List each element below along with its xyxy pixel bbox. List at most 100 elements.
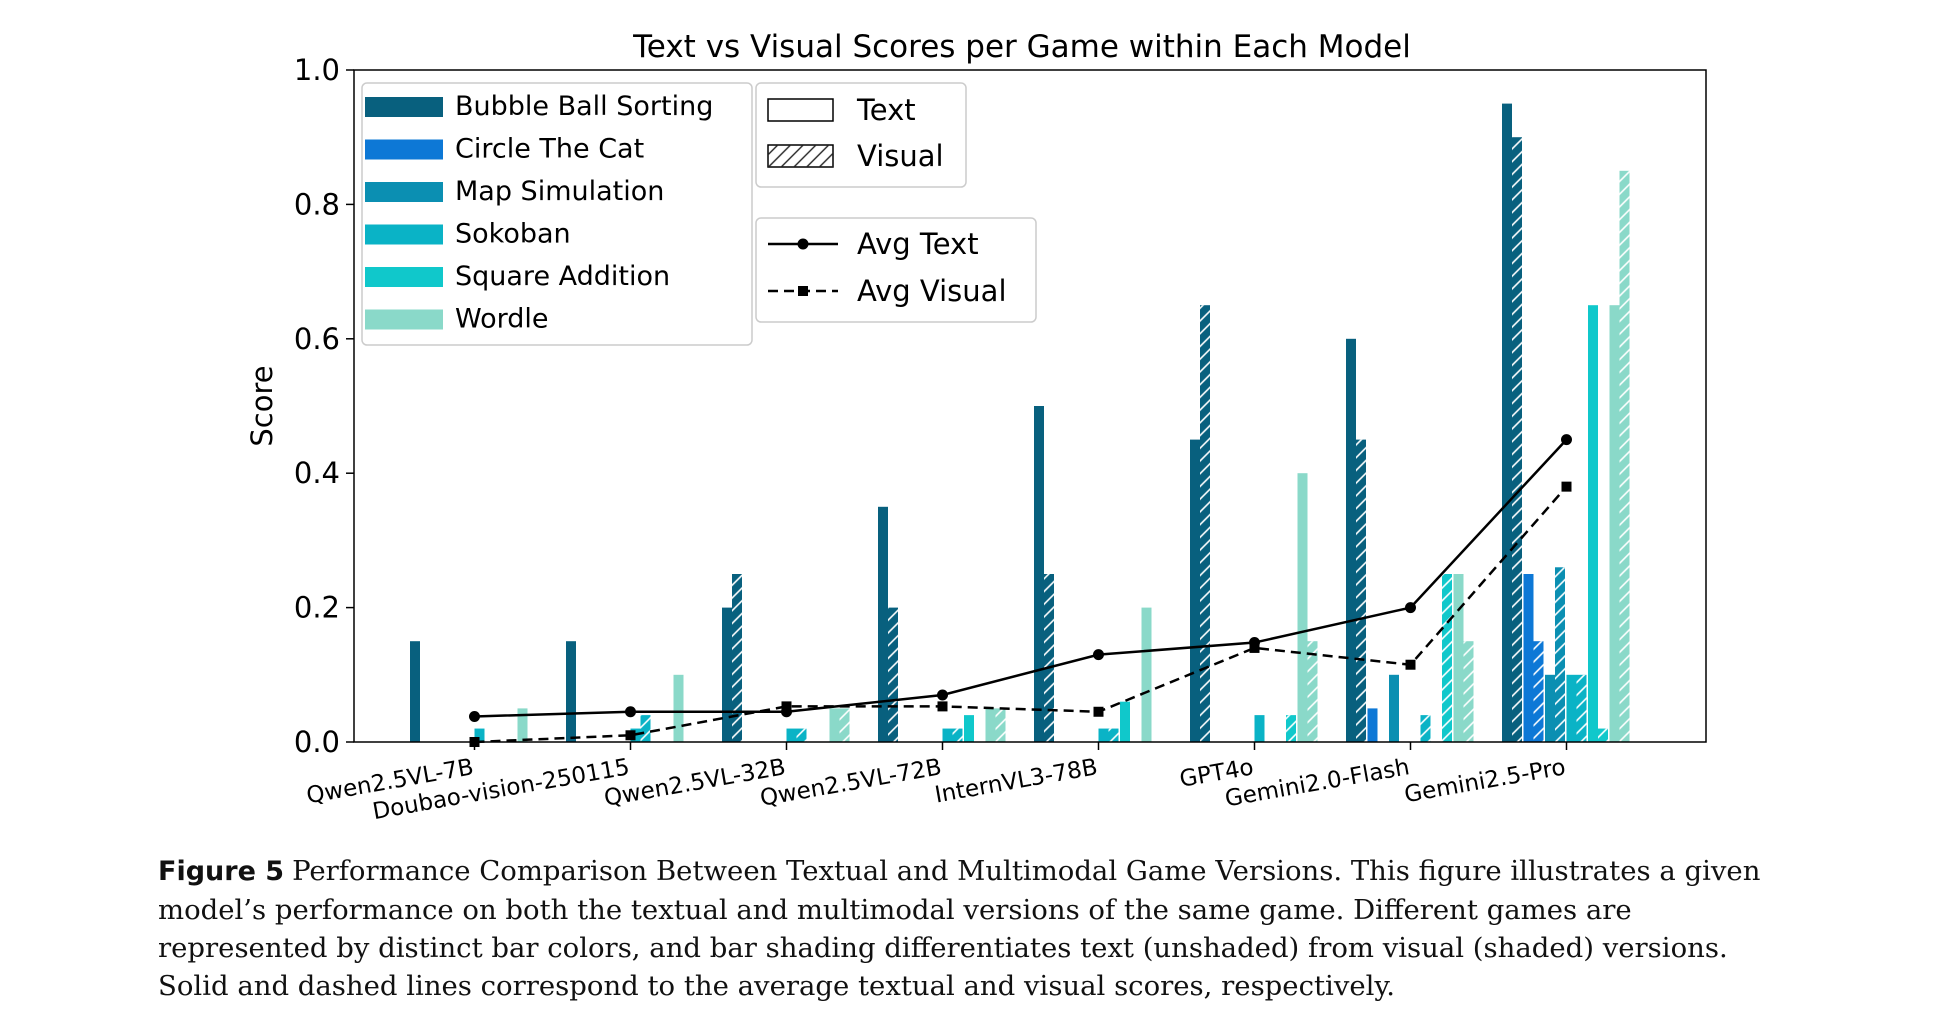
avg-line [474,438,1568,718]
bar-text [1502,103,1512,743]
bar-text [964,715,974,742]
bar-visual-hatch [640,715,651,742]
y-tick-label: 0.0 [294,725,340,759]
x-tick-label: Qwen2.5VL-72B [758,754,943,812]
bar-text [1190,439,1200,742]
y-tick-label: 0.4 [294,456,340,490]
chart: Text vs Visual Scores per Game within Ea… [245,29,1707,825]
bar-text [722,607,732,742]
figure-caption-text: Performance Comparison Between Textual a… [158,855,1761,1002]
bar-text [1297,473,1308,742]
bar-text [566,641,576,742]
legend-avg-marker [797,238,809,250]
y-axis-label: Score [245,365,279,446]
avg-point [1249,642,1260,653]
bar-text [1346,338,1356,742]
bar-text [410,641,420,742]
bar-text [829,708,840,742]
bar-text [1120,701,1130,742]
legend-swatch [365,224,443,245]
avg-point [1561,434,1572,446]
bar-text [1545,674,1555,742]
bar-text [1389,674,1399,742]
bar-text [1254,715,1265,742]
bar-visual-hatch [1108,728,1119,742]
bar-text [1566,674,1577,742]
legend-style: Text Visual [755,82,967,188]
legend-game-label: Wordle [455,304,549,335]
legend-game-label: Sokoban [455,219,571,250]
bar-visual-hatch [1286,715,1296,742]
bar-visual-hatch [1598,728,1608,742]
avg-point [469,710,480,722]
bar-text [1609,305,1620,742]
x-axis-ticks: Qwen2.5VL-7BDoubao-vision-250115Qwen2.5V… [305,742,1568,825]
avg-lines-group [469,434,1572,747]
avg-point [625,730,636,741]
legend-swatch [365,97,443,117]
legend-swatch [365,309,443,330]
bar-visual-hatch [732,574,742,742]
bar-visual-hatch [888,607,898,742]
bar-text [673,674,684,742]
legend-visual-hatch [768,145,833,167]
avg-point [1405,602,1416,614]
bar-visual-hatch [1463,641,1474,742]
legend-text-swatch [767,98,834,122]
bar-visual-hatch [1044,574,1054,742]
y-tick-label: 0.2 [294,591,340,625]
legend-avg-label: Avg Text [857,227,979,261]
plot-frame [353,69,1707,743]
legend-style-label: Visual [857,139,944,173]
bar-visual-hatch [952,728,963,742]
avg-point [1561,481,1572,492]
avg-point [1093,706,1104,717]
y-axis-ticks: 0.0 0.2 0.4 0.6 0.8 1.0 [294,53,354,759]
bar-visual-hatch [1200,305,1210,742]
legend-game-label: Square Addition [455,261,670,292]
legend-swatch [365,139,443,160]
bar-visual-hatch [1533,641,1544,742]
legend-game-label: Bubble Ball Sorting [455,91,713,122]
legend-game-label: Circle The Cat [455,134,644,165]
y-tick-label: 0.8 [294,187,340,221]
bar-visual-hatch [1576,674,1587,742]
avg-point [1405,659,1416,670]
y-tick-label: 0.6 [294,322,340,356]
legend-games-frame [361,82,753,346]
avg-point [781,701,792,712]
bar-visual-hatch [1307,641,1318,742]
avg-point [937,701,948,712]
chart-title: Text vs Visual Scores per Game within Ea… [632,29,1411,65]
x-tick-label: InternVL3-78B [933,754,1100,808]
y-tick-label: 1.0 [294,53,340,87]
avg-point [1093,649,1104,661]
figure-label: Figure 5 [158,856,285,887]
legend-swatch [365,182,443,202]
bar-text [786,728,797,742]
bar-text [1034,406,1044,742]
bar-text [1141,607,1152,742]
bar-text [878,506,888,742]
bar-visual-hatch [1619,170,1630,743]
avg-line [474,485,1568,744]
legend-avg-marker [798,286,808,296]
bar-visual-hatch [796,728,807,742]
bar-visual-hatch [1442,574,1452,742]
avg-point [625,706,636,718]
bar-visual-hatch [1420,715,1431,742]
bar-text [942,728,953,742]
bar-text [517,708,528,742]
figure-caption: Figure 5 Performance Comparison Between T… [158,852,1803,1005]
legend-style-label: Text [856,93,916,127]
bars-group [410,103,1630,743]
legend-game-label: Map Simulation [455,176,664,207]
bar-text [474,728,485,742]
bar-visual-hatch [839,708,850,742]
bar-text [1098,728,1109,742]
bar-visual-hatch [1512,137,1522,742]
bar-visual-hatch [1555,567,1565,742]
bar-text [1367,708,1378,742]
bar-text [1588,305,1598,742]
bar-text [1453,574,1464,742]
